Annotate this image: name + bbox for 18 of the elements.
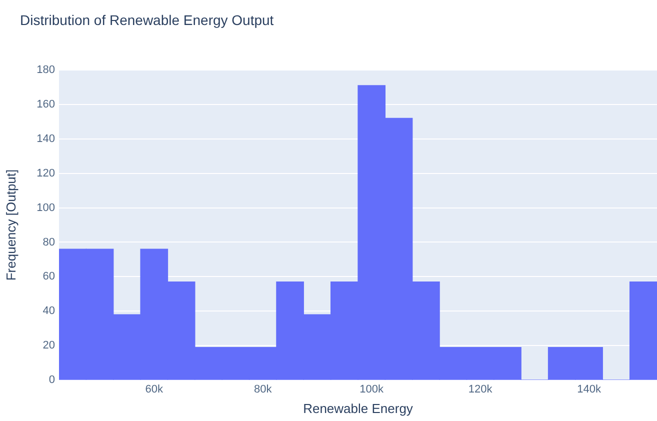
y-axis-title: Frequency [Output] [3, 169, 18, 281]
y-tick-label: 160 [36, 98, 55, 110]
x-tick-label: 120k [468, 384, 493, 396]
y-tick-label: 80 [42, 236, 55, 248]
x-tick-label: 100k [360, 384, 384, 396]
y-tick-label: 100 [36, 202, 55, 214]
y-tick-label: 120 [36, 167, 55, 180]
y-tick-label: 0 [48, 374, 55, 386]
x-axis-title: Renewable Energy [303, 400, 414, 416]
x-tick-label: 140k [577, 384, 602, 396]
y-tick-label: 60 [42, 270, 55, 283]
y-tick-label: 180 [36, 64, 55, 76]
y-tick-label: 140 [36, 132, 55, 145]
y-tick-label: 40 [42, 305, 55, 318]
x-tick-label: 80k [254, 384, 272, 396]
chart-title: Distribution of Renewable Energy Output [20, 12, 274, 28]
x-tick-label: 60k [145, 384, 164, 396]
y-tick-label: 20 [42, 340, 55, 352]
